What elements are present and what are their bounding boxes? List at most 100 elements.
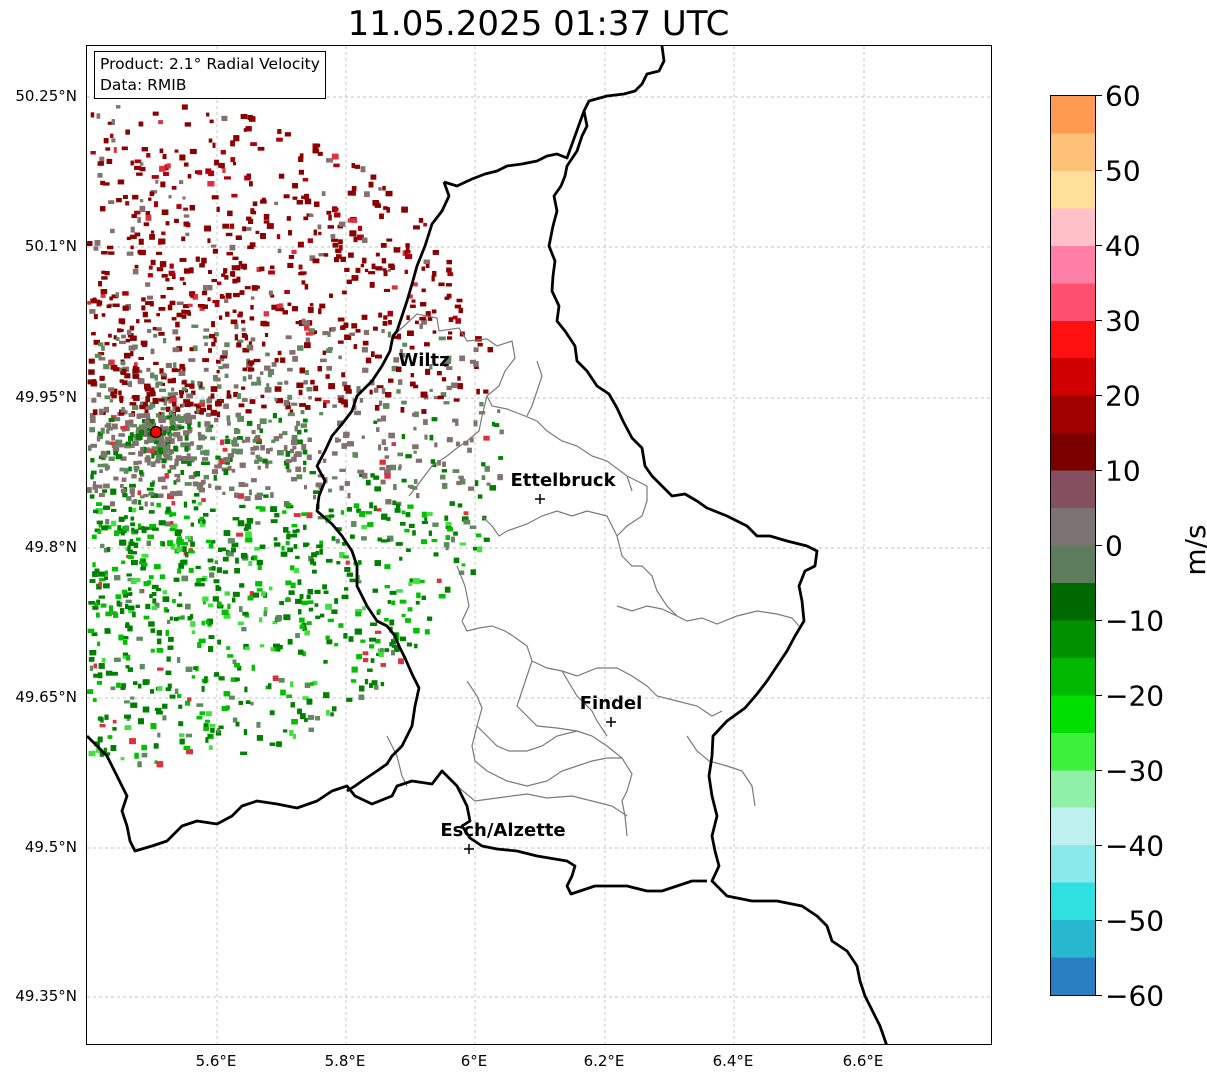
- radar-velocity-cell: [103, 452, 108, 456]
- radar-velocity-cell: [353, 344, 358, 349]
- radar-velocity-cell: [249, 591, 254, 598]
- radar-velocity-cell: [421, 266, 426, 271]
- radar-velocity-cell: [438, 282, 445, 287]
- radar-velocity-cell: [164, 455, 169, 459]
- radar-velocity-cell: [150, 301, 154, 307]
- radar-velocity-cell: [184, 482, 192, 486]
- radar-velocity-cell: [232, 309, 237, 313]
- radar-velocity-cell: [235, 235, 242, 240]
- radar-velocity-cell: [98, 484, 103, 489]
- radar-velocity-cell: [174, 531, 182, 537]
- radar-velocity-cell: [345, 389, 352, 394]
- radar-velocity-cell: [369, 281, 375, 288]
- radar-velocity-cell: [168, 434, 172, 441]
- radar-velocity-cell: [179, 277, 185, 281]
- radar-velocity-cell: [216, 359, 221, 364]
- radar-velocity-cell: [108, 456, 115, 461]
- radar-velocity-cell: [334, 598, 339, 604]
- radar-velocity-cell: [318, 231, 322, 236]
- radar-velocity-cell: [313, 229, 317, 236]
- radar-velocity-cell: [124, 700, 130, 704]
- radar-velocity-cell: [296, 382, 304, 388]
- radar-velocity-cell: [238, 403, 245, 408]
- radar-velocity-cell: [331, 609, 338, 614]
- radar-velocity-cell: [159, 368, 164, 374]
- radar-velocity-cell: [251, 285, 258, 291]
- radar-velocity-cell: [219, 356, 225, 362]
- radar-velocity-cell: [242, 483, 249, 487]
- radar-velocity-cell: [187, 423, 191, 430]
- radar-velocity-cell: [282, 510, 287, 514]
- radar-velocity-cell: [342, 381, 348, 387]
- radar-velocity-cell: [170, 438, 175, 444]
- radar-velocity-cell: [144, 419, 150, 423]
- radar-velocity-cell: [176, 312, 183, 318]
- radar-velocity-cell: [88, 657, 95, 662]
- radar-velocity-cell: [138, 238, 144, 245]
- radar-velocity-cell: [352, 452, 358, 458]
- radar-velocity-cell: [260, 233, 266, 239]
- radar-velocity-cell: [338, 623, 344, 628]
- radar-velocity-cell: [433, 552, 439, 557]
- radar-velocity-cell: [200, 407, 207, 412]
- radar-velocity-cell: [91, 379, 97, 383]
- radar-velocity-cell: [255, 438, 261, 442]
- radar-velocity-cell: [342, 325, 348, 329]
- radar-velocity-cell: [275, 615, 282, 621]
- radar-velocity-cell: [181, 236, 186, 242]
- radar-velocity-cell: [256, 492, 263, 496]
- radar-velocity-cell: [119, 467, 124, 472]
- radar-velocity-cell: [385, 190, 393, 197]
- radar-velocity-cell: [303, 460, 307, 465]
- radar-velocity-cell: [158, 520, 166, 526]
- radar-velocity-cell: [101, 251, 108, 255]
- radar-velocity-cell: [95, 484, 102, 488]
- radar-velocity-cell: [158, 398, 165, 402]
- radar-velocity-cell: [166, 163, 171, 169]
- radar-velocity-cell: [195, 565, 201, 569]
- radar-velocity-cell: [282, 310, 288, 315]
- radar-velocity-cell: [401, 400, 407, 405]
- radar-velocity-cell: [365, 357, 372, 364]
- radar-velocity-cell: [146, 540, 151, 546]
- radar-velocity-cell: [438, 594, 446, 599]
- radar-velocity-cell: [141, 305, 146, 311]
- radar-velocity-cell: [202, 335, 209, 339]
- radar-velocity-cell: [149, 234, 155, 240]
- radar-velocity-cell: [98, 408, 104, 415]
- radar-velocity-cell: [457, 376, 461, 381]
- radar-velocity-cell: [331, 238, 339, 242]
- radar-velocity-cell: [234, 662, 240, 668]
- radar-velocity-cell: [227, 453, 234, 458]
- radar-velocity-cell: [280, 689, 286, 696]
- radar-velocity-cell: [351, 218, 358, 223]
- radar-velocity-cell: [94, 353, 102, 358]
- radar-map[interactable]: [86, 45, 992, 1045]
- radar-velocity-cell: [208, 170, 215, 177]
- radar-velocity-cell: [98, 281, 102, 287]
- radar-velocity-cell: [369, 683, 374, 688]
- radar-velocity-cell: [172, 412, 176, 417]
- radar-velocity-cell: [214, 464, 221, 469]
- radar-velocity-cell: [174, 149, 179, 153]
- radar-velocity-cell: [131, 214, 137, 218]
- radar-velocity-cell: [223, 469, 229, 475]
- radar-velocity-cell: [165, 436, 170, 443]
- radar-velocity-cell: [164, 164, 169, 171]
- radar-velocity-cell: [384, 585, 390, 589]
- radar-velocity-cell: [227, 603, 231, 610]
- radar-velocity-cell: [287, 547, 294, 553]
- radar-velocity-cell: [181, 456, 187, 462]
- radar-velocity-cell: [247, 360, 255, 365]
- radar-velocity-cell: [189, 459, 195, 463]
- radar-velocity-cell: [121, 530, 125, 536]
- radar-velocity-cell: [237, 621, 244, 626]
- radar-velocity-cell: [409, 485, 414, 489]
- radar-velocity-cell: [190, 414, 196, 420]
- radar-velocity-cell: [355, 609, 363, 613]
- radar-velocity-cell: [295, 555, 300, 559]
- radar-velocity-cell: [286, 405, 291, 410]
- radar-velocity-cell: [114, 530, 119, 536]
- radar-velocity-cell: [99, 469, 103, 473]
- radar-velocity-cell: [426, 512, 433, 516]
